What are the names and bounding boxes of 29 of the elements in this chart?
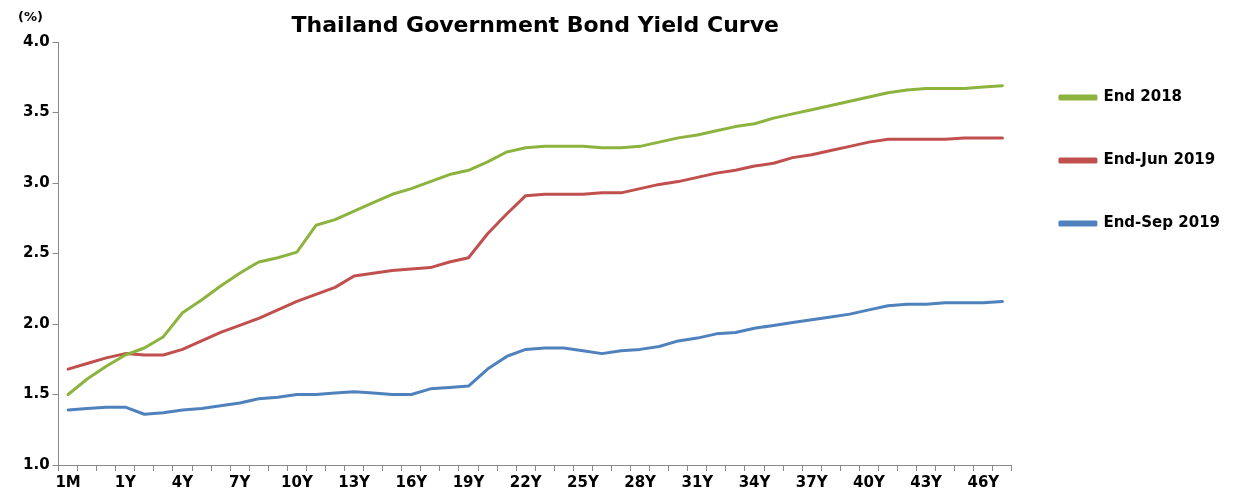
x-tick-label: 1M (55, 472, 81, 491)
x-tick-label: 28Y (624, 472, 658, 491)
x-tick-label: 25Y (567, 472, 600, 491)
y-tick-label: 2.0 (22, 313, 50, 332)
x-tick-label: 37Y (795, 472, 829, 491)
x-tick-label: 19Y (452, 472, 486, 491)
legend-label: End-Jun 2019 (1103, 150, 1216, 169)
x-tick-label: 22Y (509, 472, 543, 491)
y-tick-label: 3.5 (22, 102, 50, 121)
y-tick-label: 1.0 (22, 454, 50, 473)
y-tick-label: 1.5 (22, 384, 50, 403)
x-tick-label: 40Y (853, 472, 886, 491)
legend-label: End-Sep 2019 (1103, 213, 1221, 232)
chart-title: Thailand Government Bond Yield Curve (291, 11, 779, 37)
x-tick-label: 4Y (171, 472, 195, 491)
y-tick-label: 2.5 (22, 243, 50, 262)
x-tick-label: 13Y (338, 472, 372, 491)
y-tick-label: 3.0 (22, 172, 50, 191)
y-tick-label: 4.0 (22, 31, 50, 50)
x-tick-label: 1Y (114, 472, 138, 491)
x-tick-label: 10Y (281, 472, 314, 491)
x-tick-label: 7Y (229, 472, 252, 491)
x-tick-label: 34Y (738, 472, 772, 491)
x-tick-label: 46Y (967, 472, 1001, 491)
x-tick-label: 16Y (395, 472, 429, 491)
y-axis-title: (%) (18, 9, 44, 25)
x-tick-label: 31Y (681, 472, 715, 491)
legend-label: End 2018 (1103, 87, 1183, 106)
x-tick-label: 43Y (910, 472, 944, 491)
